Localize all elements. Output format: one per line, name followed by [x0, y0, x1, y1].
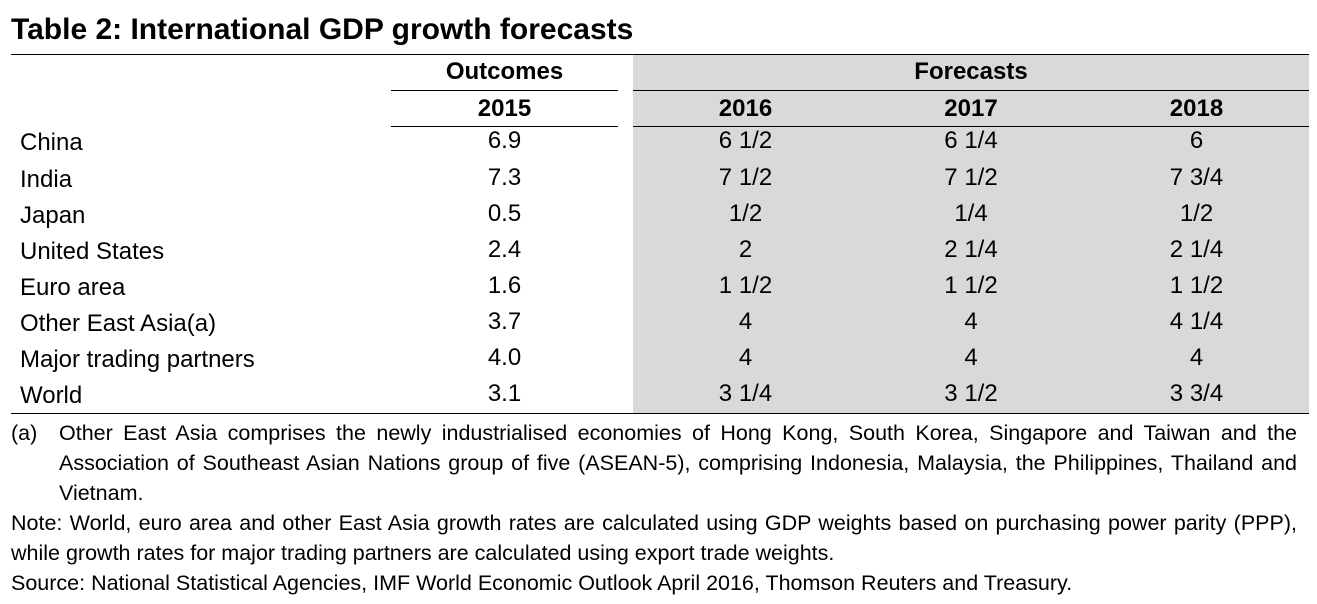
cell-major-trading-partners-2015: 4.0	[487, 344, 522, 371]
cell-major-trading-partners-2018: 4	[1189, 344, 1204, 371]
footnote-a: (a) Other East Asia comprises the newly …	[11, 418, 1297, 508]
year-header-2016: 2016	[718, 95, 773, 122]
cell-united-states-2017: 2 1/4	[944, 236, 998, 263]
cell-world-2017: 3 1/2	[944, 380, 998, 407]
cell-other-east-asia-2017: 4	[964, 308, 978, 335]
forecasts-header: Forecasts	[914, 58, 1028, 85]
table-notes: (a) Other East Asia comprises the newly …	[11, 418, 1297, 598]
cell-major-trading-partners-2017: 4	[964, 344, 978, 371]
year-header-2015: 2015	[477, 95, 532, 122]
year-header-2018: 2018	[1169, 95, 1224, 122]
row-label-world: World	[20, 382, 83, 409]
cell-united-states-2015: 2.4	[487, 236, 522, 263]
cell-world-2016: 3 1/4	[718, 380, 773, 407]
cell-united-states-2016: 2	[738, 236, 753, 263]
row-label-euro-area: Euro area	[20, 274, 126, 301]
year-header-2017: 2017	[944, 95, 998, 122]
cell-japan-2018: 1/2	[1179, 200, 1214, 227]
cell-china-2015: 6.9	[487, 127, 522, 154]
row-label-india: India	[20, 166, 73, 193]
cell-china-2018: 6	[1189, 127, 1204, 154]
cell-united-states-2018: 2 1/4	[1169, 236, 1224, 263]
cell-other-east-asia-2016: 4	[738, 308, 753, 335]
row-label-japan: Japan	[20, 202, 86, 229]
row-label-china: China	[20, 129, 83, 156]
cell-japan-2015: 0.5	[487, 200, 522, 227]
cell-china-2016: 6 1/2	[718, 127, 773, 154]
cell-world-2015: 3.1	[487, 380, 522, 407]
cell-other-east-asia-2015: 3.7	[487, 308, 522, 335]
outcomes-header: Outcomes	[445, 58, 564, 85]
source-text: Source: National Statistical Agencies, I…	[11, 571, 1073, 595]
cell-euro-area-2015: 1.6	[487, 272, 522, 299]
row-label-other-east-asia: Other East Asia(a)	[20, 310, 217, 337]
footnote-marker: (a)	[11, 421, 38, 445]
cell-japan-2016: 1/2	[728, 200, 763, 227]
bottom-rule	[11, 413, 1309, 414]
outcomes-year-underline	[391, 126, 618, 127]
row-label-major-trading-partners: Major trading partners	[20, 346, 255, 373]
cell-major-trading-partners-2016: 4	[738, 344, 753, 371]
cell-india-2015: 7.3	[487, 164, 522, 191]
note-text: Note: World, euro area and other East As…	[11, 511, 1297, 565]
cell-india-2017: 7 1/2	[944, 164, 998, 191]
footnote-text: Other East Asia comprises the newly indu…	[59, 421, 1297, 505]
cell-euro-area-2018: 1 1/2	[1169, 272, 1224, 299]
forecasts-year-underline	[633, 126, 1309, 127]
forecasts-shading	[633, 55, 1309, 413]
row-label-united-states: United States	[20, 238, 165, 265]
outcomes-underline	[391, 90, 618, 91]
cell-world-2018: 3 3/4	[1169, 380, 1224, 407]
cell-other-east-asia-2018: 4 1/4	[1169, 308, 1224, 335]
cell-euro-area-2017: 1 1/2	[944, 272, 998, 299]
cell-japan-2017: 1/4	[954, 200, 988, 227]
cell-india-2016: 7 1/2	[718, 164, 773, 191]
cell-india-2018: 7 3/4	[1169, 164, 1224, 191]
top-rule	[11, 54, 1309, 55]
cell-euro-area-2016: 1 1/2	[718, 272, 773, 299]
cell-china-2017: 6 1/4	[944, 127, 998, 154]
forecasts-underline	[633, 90, 1309, 91]
table-title: Table 2: International GDP growth foreca…	[11, 13, 634, 46]
